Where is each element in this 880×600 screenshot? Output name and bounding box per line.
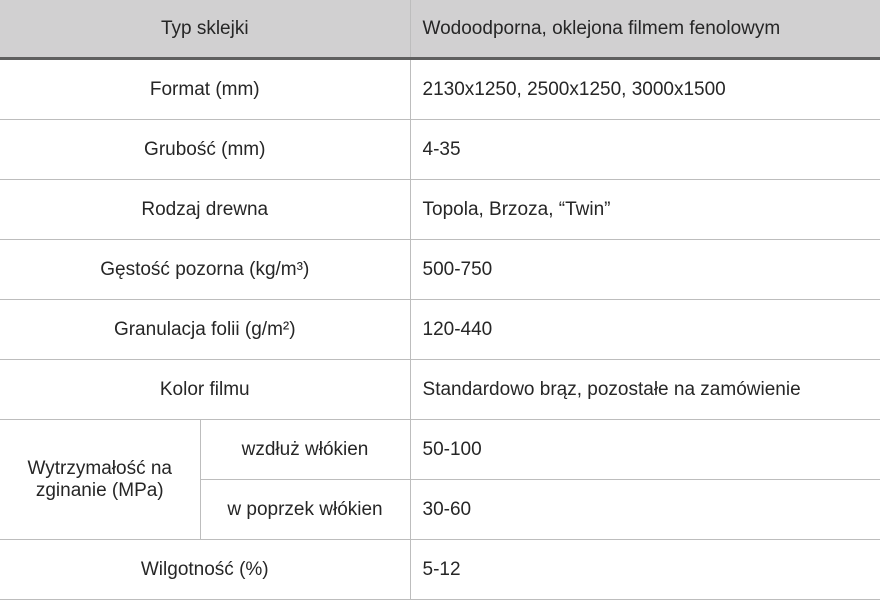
table-row: Granulacja folii (g/m²) 120-440 bbox=[0, 299, 880, 360]
table-row: Format (mm) 2130x1250, 2500x1250, 3000x15… bbox=[0, 58, 880, 120]
row-label: Grubość (mm) bbox=[0, 119, 411, 180]
table-row: w poprzek włókien 30-60 bbox=[0, 479, 880, 540]
table-row: Grubość (mm) 4-35 bbox=[0, 119, 880, 180]
strength-label: Wytrzymałość na zginanie (MPa) bbox=[0, 419, 201, 540]
row-value: 30-60 bbox=[410, 479, 880, 540]
table-row: Kolor filmu Standardowo brąz, pozostałe n… bbox=[0, 359, 880, 420]
row-value: 4-35 bbox=[410, 119, 880, 180]
row-value: 5-12 bbox=[410, 539, 880, 600]
sub-label: w poprzek włókien bbox=[200, 479, 411, 540]
table-row: Wytrzymałość na zginanie (MPa) wzdłuż wł… bbox=[0, 419, 880, 540]
sub-label: wzdłuż włókien bbox=[200, 419, 411, 480]
row-label: Kolor filmu bbox=[0, 359, 411, 420]
row-value: Topola, Brzoza, “Twin” bbox=[410, 179, 880, 240]
row-label: Format (mm) bbox=[0, 58, 411, 120]
header-label: Typ sklejki bbox=[0, 0, 411, 60]
header-value: Wodoodporna, oklejona filmem fenolowym bbox=[410, 0, 880, 60]
table-row: Gęstość pozorna (kg/m³) 500-750 bbox=[0, 239, 880, 300]
table-row: Rodzaj drewna Topola, Brzoza, “Twin” bbox=[0, 179, 880, 240]
row-label: Gęstość pozorna (kg/m³) bbox=[0, 239, 411, 300]
row-label: Rodzaj drewna bbox=[0, 179, 411, 240]
row-label: Wilgotność (%) bbox=[0, 539, 411, 600]
row-label: Granulacja folii (g/m²) bbox=[0, 299, 411, 360]
row-value: 500-750 bbox=[410, 239, 880, 300]
table-row: Wilgotność (%) 5-12 bbox=[0, 539, 880, 600]
row-value: 120-440 bbox=[410, 299, 880, 360]
row-value: 2130x1250, 2500x1250, 3000x1500 bbox=[410, 58, 880, 120]
table-header-row: Typ sklejki Wodoodporna, oklejona filmem… bbox=[0, 0, 880, 60]
row-value: 50-100 bbox=[410, 419, 880, 480]
row-value: Standardowo brąz, pozostałe na zamówieni… bbox=[410, 359, 880, 420]
